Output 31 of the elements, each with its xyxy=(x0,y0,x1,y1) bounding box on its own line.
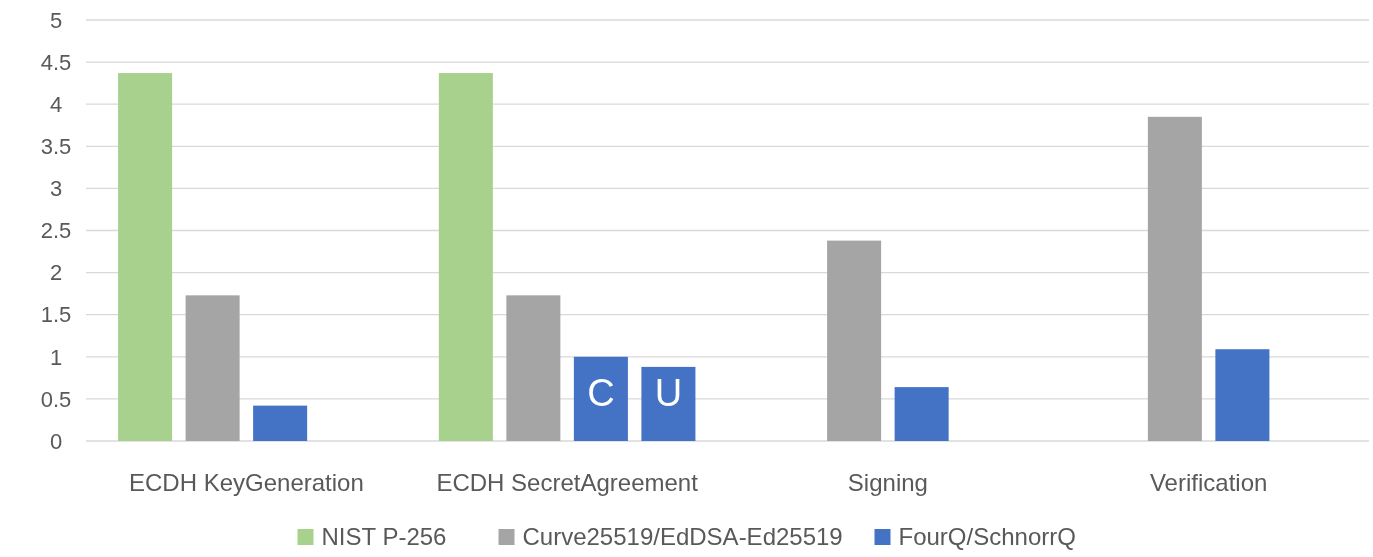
annotation: C xyxy=(587,372,615,415)
bar xyxy=(506,295,561,441)
y-tick-label: 2.5 xyxy=(40,218,72,244)
y-tick-label: 0.5 xyxy=(40,386,72,412)
bar xyxy=(827,240,882,441)
bar xyxy=(573,356,628,441)
y-tick-label: 4.5 xyxy=(40,49,72,75)
x-tick-label: ECDH SecretAgreement xyxy=(436,469,699,496)
legend-label: Curve25519/EdDSA-Ed25519 xyxy=(522,523,843,550)
x-tick-label: ECDH KeyGeneration xyxy=(128,469,364,496)
y-tick-label: 2 xyxy=(49,260,63,286)
bar xyxy=(185,295,240,441)
x-tick-label: Verification xyxy=(1149,469,1268,496)
legend-label: FourQ/SchnorrQ xyxy=(898,523,1076,550)
bar xyxy=(253,405,308,441)
y-tick-label: 4 xyxy=(49,91,63,117)
bar xyxy=(1147,116,1202,441)
y-tick-label: 0 xyxy=(49,428,63,454)
annotation: U xyxy=(654,372,683,415)
bar xyxy=(894,387,949,441)
y-tick-label: 1.5 xyxy=(40,302,72,328)
y-tick-label: 1 xyxy=(49,344,63,370)
bar xyxy=(641,366,696,441)
x-tick-label: Signing xyxy=(847,469,928,496)
bar xyxy=(438,73,493,441)
bar xyxy=(118,73,173,441)
y-tick-label: 5 xyxy=(49,7,63,33)
bar xyxy=(1215,349,1270,441)
y-tick-label: 3.5 xyxy=(40,134,72,159)
y-tick-label: 3 xyxy=(49,176,63,202)
legend-label: NIST P-256 xyxy=(321,523,447,550)
